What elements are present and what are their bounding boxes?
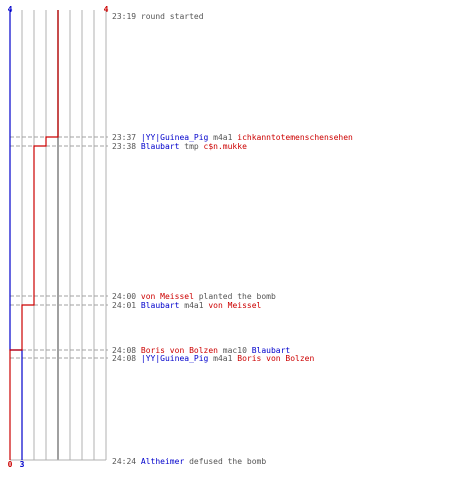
player-count-series bbox=[9, 10, 59, 460]
team-a-start-count: 4 bbox=[8, 5, 13, 14]
event-part: planted the bomb bbox=[194, 292, 276, 301]
event-part: m4a1 bbox=[208, 133, 232, 142]
event-part: tmp bbox=[179, 142, 198, 151]
event-row: 24:01 Blaubart m4a1 von Meissel bbox=[112, 301, 262, 310]
team-b-end-count: 0 bbox=[8, 460, 13, 469]
event-part: Boris von Bolzen bbox=[136, 346, 218, 355]
event-time: 24:08 bbox=[112, 354, 136, 363]
event-time: 23:38 bbox=[112, 142, 136, 151]
event-time: 23:37 bbox=[112, 133, 136, 142]
event-part: defused the bomb bbox=[184, 457, 266, 466]
event-time: 23:19 bbox=[112, 12, 136, 21]
event-row: 23:37 |YY|Guinea_Pig m4a1 ichkanntotemen… bbox=[112, 133, 353, 142]
event-time: 24:08 bbox=[112, 346, 136, 355]
event-part: mac10 bbox=[218, 346, 247, 355]
team-a-series-line bbox=[9, 10, 23, 460]
event-row: 24:08 |YY|Guinea_Pig m4a1 Boris von Bolz… bbox=[112, 354, 315, 363]
event-row: 23:19 round started bbox=[112, 12, 204, 21]
team-a-end-count: 3 bbox=[20, 460, 25, 469]
event-part: |YY|Guinea_Pig bbox=[136, 354, 208, 363]
event-part: Boris von Bolzen bbox=[232, 354, 314, 363]
event-row: 24:08 Boris von Bolzen mac10 Blaubart bbox=[112, 346, 290, 355]
event-part: ichkanntotemenschensehen bbox=[232, 133, 353, 142]
event-part: c$n.mukke bbox=[199, 142, 247, 151]
event-part: |YY|Guinea_Pig bbox=[136, 133, 208, 142]
event-part: von Meissel bbox=[204, 301, 262, 310]
event-part: Altheimer bbox=[136, 457, 184, 466]
event-part: Blaubart bbox=[136, 142, 180, 151]
event-part: Blaubart bbox=[136, 301, 180, 310]
event-time: 24:01 bbox=[112, 301, 136, 310]
event-time: 24:24 bbox=[112, 457, 136, 466]
event-guide-lines bbox=[10, 136, 108, 359]
event-log: 23:19 round started 23:37 |YY|Guinea_Pig … bbox=[112, 12, 353, 466]
team-b-series-line bbox=[9, 10, 59, 460]
count-labels: 4 4 30 bbox=[8, 5, 109, 469]
event-part: m4a1 bbox=[179, 301, 203, 310]
event-part: von Meissel bbox=[136, 292, 194, 301]
event-row: 24:00 von Meissel planted the bomb bbox=[112, 292, 276, 301]
event-time: 24:00 bbox=[112, 292, 136, 301]
event-part: m4a1 bbox=[208, 354, 232, 363]
team-b-start-count: 4 bbox=[104, 5, 109, 14]
event-row: 24:24 Altheimer defused the bomb bbox=[112, 457, 266, 466]
event-row: 23:38 Blaubart tmp c$n.mukke bbox=[112, 142, 247, 151]
event-part: Blaubart bbox=[247, 346, 291, 355]
event-part: round started bbox=[136, 12, 204, 21]
